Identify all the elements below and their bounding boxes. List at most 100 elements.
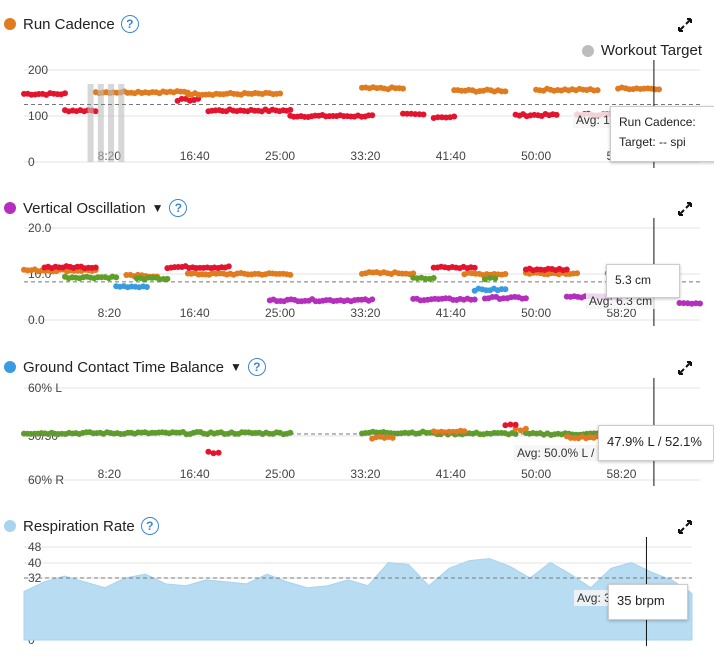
x-tick-label: 8:20 <box>98 467 122 481</box>
chart-1: 20010008:2016:4025:0033:2041:4050:0058:2… <box>21 60 700 169</box>
x-tick-label: 33:20 <box>350 467 380 481</box>
data-point <box>400 85 406 92</box>
data-point <box>502 271 509 277</box>
data-point <box>92 264 99 271</box>
x-tick-label: 58:20 <box>606 306 636 320</box>
data-point <box>522 295 529 302</box>
panel-header: Run Cadence ? <box>4 12 139 36</box>
data-point <box>369 112 376 119</box>
expand-arrows-icon[interactable] <box>678 361 692 375</box>
tooltip-line: Run Cadence: <box>619 115 696 129</box>
data-point <box>517 427 524 434</box>
panel-title: Run Cadence <box>23 15 115 33</box>
x-tick-label: 58:20 <box>606 467 636 481</box>
target-bar <box>87 84 94 162</box>
data-point <box>502 88 509 95</box>
x-tick-label: 50:00 <box>521 149 551 163</box>
data-point <box>215 449 222 456</box>
avg-label: Avg: 3 <box>574 590 614 606</box>
legend-label: Workout Target <box>600 42 702 59</box>
blue-series-dot <box>4 361 16 373</box>
y-tick-label: 0 <box>28 155 35 169</box>
data-point <box>277 90 284 97</box>
chart-2: 20.010.00.0 8:20 16:40 25:00 33:20 41:40 50:00… <box>21 218 703 327</box>
x-tick-label: 33:20 <box>350 149 380 163</box>
gray-legend-dot <box>581 44 594 57</box>
data-point <box>62 90 68 97</box>
data-point <box>502 286 509 293</box>
data-point <box>481 276 488 283</box>
balance-tooltip: 47.9% L / 52.1% <box>598 425 714 461</box>
y-tick-label: 100 <box>28 109 48 123</box>
y-tick-label: 60% L <box>28 381 62 395</box>
data-point <box>164 275 171 282</box>
avg-label: Avg: 1 <box>573 112 613 128</box>
magenta-series-dot <box>4 202 16 214</box>
x-tick-label: 8:20 <box>98 306 122 320</box>
x-tick-label: 50:00 <box>521 467 551 481</box>
tooltip-line: 5.3 cm <box>615 273 652 287</box>
data-point <box>205 448 212 455</box>
data-point <box>656 86 662 93</box>
panel-header: Vertical Oscillation ▼ ? <box>4 196 188 220</box>
ground-contact-balance-panel: Ground Contact Time Balance ▼ ? <box>0 355 714 495</box>
data-point <box>389 434 396 441</box>
data-point <box>553 111 560 118</box>
data-point <box>113 274 120 281</box>
caret-down-icon[interactable]: ▼ <box>229 360 242 374</box>
panel-title: Vertical Oscillation <box>23 199 146 217</box>
data-point <box>563 266 570 273</box>
data-point <box>287 271 294 278</box>
y-tick-label: 20.0 <box>28 221 52 235</box>
tooltip-line: Target: -- spi <box>619 135 686 149</box>
panel-header: Ground Contact Time Balance ▼ ? <box>4 355 266 379</box>
x-tick-label: 50:00 <box>521 306 551 320</box>
orange-series-dot <box>4 18 16 30</box>
legend-workout-target[interactable]: Workout Target <box>581 42 702 59</box>
data-point <box>512 421 519 428</box>
expand-arrows-icon[interactable] <box>678 202 692 216</box>
x-tick-label: 16:40 <box>180 149 210 163</box>
caret-down-icon[interactable]: ▼ <box>151 201 164 215</box>
data-point <box>225 263 232 270</box>
data-point <box>574 270 581 277</box>
y-tick-label: 48 <box>28 540 42 554</box>
data-point <box>594 87 601 94</box>
question-circle-icon[interactable]: ? <box>140 517 159 535</box>
target-bar <box>108 84 115 162</box>
tooltip-line: 35 brpm <box>617 593 665 608</box>
data-point <box>487 274 493 281</box>
question-circle-icon[interactable]: ? <box>120 15 139 33</box>
respiration-rate-panel: Respiration Rate ? <box>0 514 714 660</box>
lightblue-series-dot <box>4 520 16 532</box>
data-point <box>210 450 217 457</box>
chart-4: 4840322416808:2016:4025:0033:2041:4050:0… <box>23 537 693 647</box>
x-tick-label: 25:00 <box>265 467 295 481</box>
data-point <box>410 270 417 277</box>
x-tick-label: 41:40 <box>436 467 466 481</box>
data-point <box>522 425 529 432</box>
expand-arrows-icon[interactable] <box>678 520 692 534</box>
cadence-tooltip: Run Cadence: Target: -- spi <box>610 106 714 162</box>
data-point <box>697 300 703 307</box>
data-point <box>420 111 427 118</box>
data-point <box>92 108 99 115</box>
y-tick-label: 0.0 <box>28 313 45 327</box>
y-tick-label: 40 <box>28 556 42 570</box>
x-tick-label: 41:40 <box>436 306 466 320</box>
respiration-tooltip: 35 brpm <box>608 584 688 620</box>
data-point <box>461 428 468 435</box>
run-cadence-panel: Run Cadence ? Workout Target <box>0 12 714 172</box>
data-point <box>287 106 294 113</box>
data-point <box>492 275 499 282</box>
question-circle-icon[interactable]: ? <box>169 199 188 217</box>
x-tick-label: 16:40 <box>180 306 210 320</box>
data-point <box>471 264 478 271</box>
question-circle-icon[interactable]: ? <box>247 358 266 376</box>
expand-arrows-icon[interactable] <box>678 18 692 32</box>
panel-title: Respiration Rate <box>23 517 135 535</box>
x-tick-label: 16:40 <box>180 467 210 481</box>
tooltip-line: 47.9% L / 52.1% <box>607 434 702 449</box>
